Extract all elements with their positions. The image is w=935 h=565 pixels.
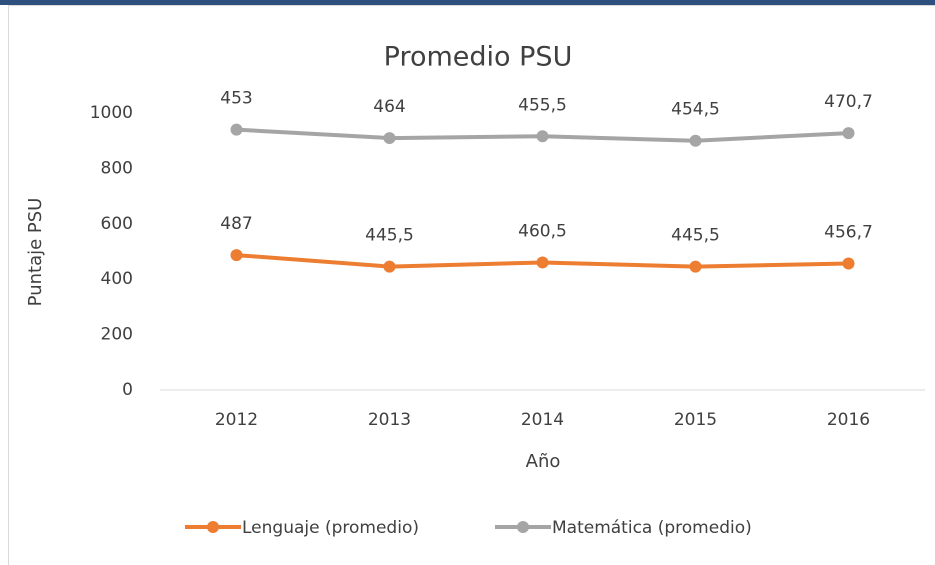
data-label: 445,5: [671, 226, 720, 246]
legend-label: Lenguaje (promedio): [242, 518, 419, 538]
y-tick-label: 400: [101, 269, 133, 289]
marker: [230, 123, 243, 136]
data-label: 454,5: [671, 100, 720, 120]
legend-marker: [207, 521, 219, 533]
legend-marker: [517, 521, 529, 533]
data-label: 456,7: [824, 222, 873, 242]
data-label: 453: [220, 89, 252, 109]
marker: [383, 132, 396, 145]
data-label: 470,7: [824, 92, 873, 112]
x-axis-label: Año: [526, 451, 561, 472]
chart-border: [8, 5, 935, 565]
marker: [536, 130, 549, 143]
y-tick-label: 800: [101, 158, 133, 178]
marker: [536, 256, 549, 269]
marker: [689, 260, 702, 273]
data-label: 455,5: [518, 95, 567, 115]
x-tick-label: 2016: [827, 410, 870, 430]
y-axis-label: Puntaje PSU: [25, 198, 46, 307]
marker: [842, 127, 855, 140]
data-label: 460,5: [518, 221, 567, 241]
top-bar: [0, 0, 935, 5]
data-label: 445,5: [365, 226, 414, 246]
chart-title: Promedio PSU: [384, 42, 573, 73]
marker: [842, 257, 855, 270]
y-tick-label: 0: [122, 380, 133, 400]
x-tick-label: 2015: [674, 410, 717, 430]
marker: [689, 134, 702, 147]
y-tick-label: 200: [101, 325, 133, 345]
legend-label: Matemática (promedio): [552, 518, 752, 538]
y-tick-label: 600: [101, 214, 133, 234]
marker: [230, 249, 243, 262]
x-tick-label: 2012: [215, 410, 258, 430]
y-tick-label: 1000: [90, 103, 133, 123]
x-tick-label: 2014: [521, 410, 564, 430]
marker: [383, 260, 396, 273]
x-tick-label: 2013: [368, 410, 411, 430]
data-label: 487: [220, 214, 252, 234]
data-label: 464: [373, 97, 405, 117]
